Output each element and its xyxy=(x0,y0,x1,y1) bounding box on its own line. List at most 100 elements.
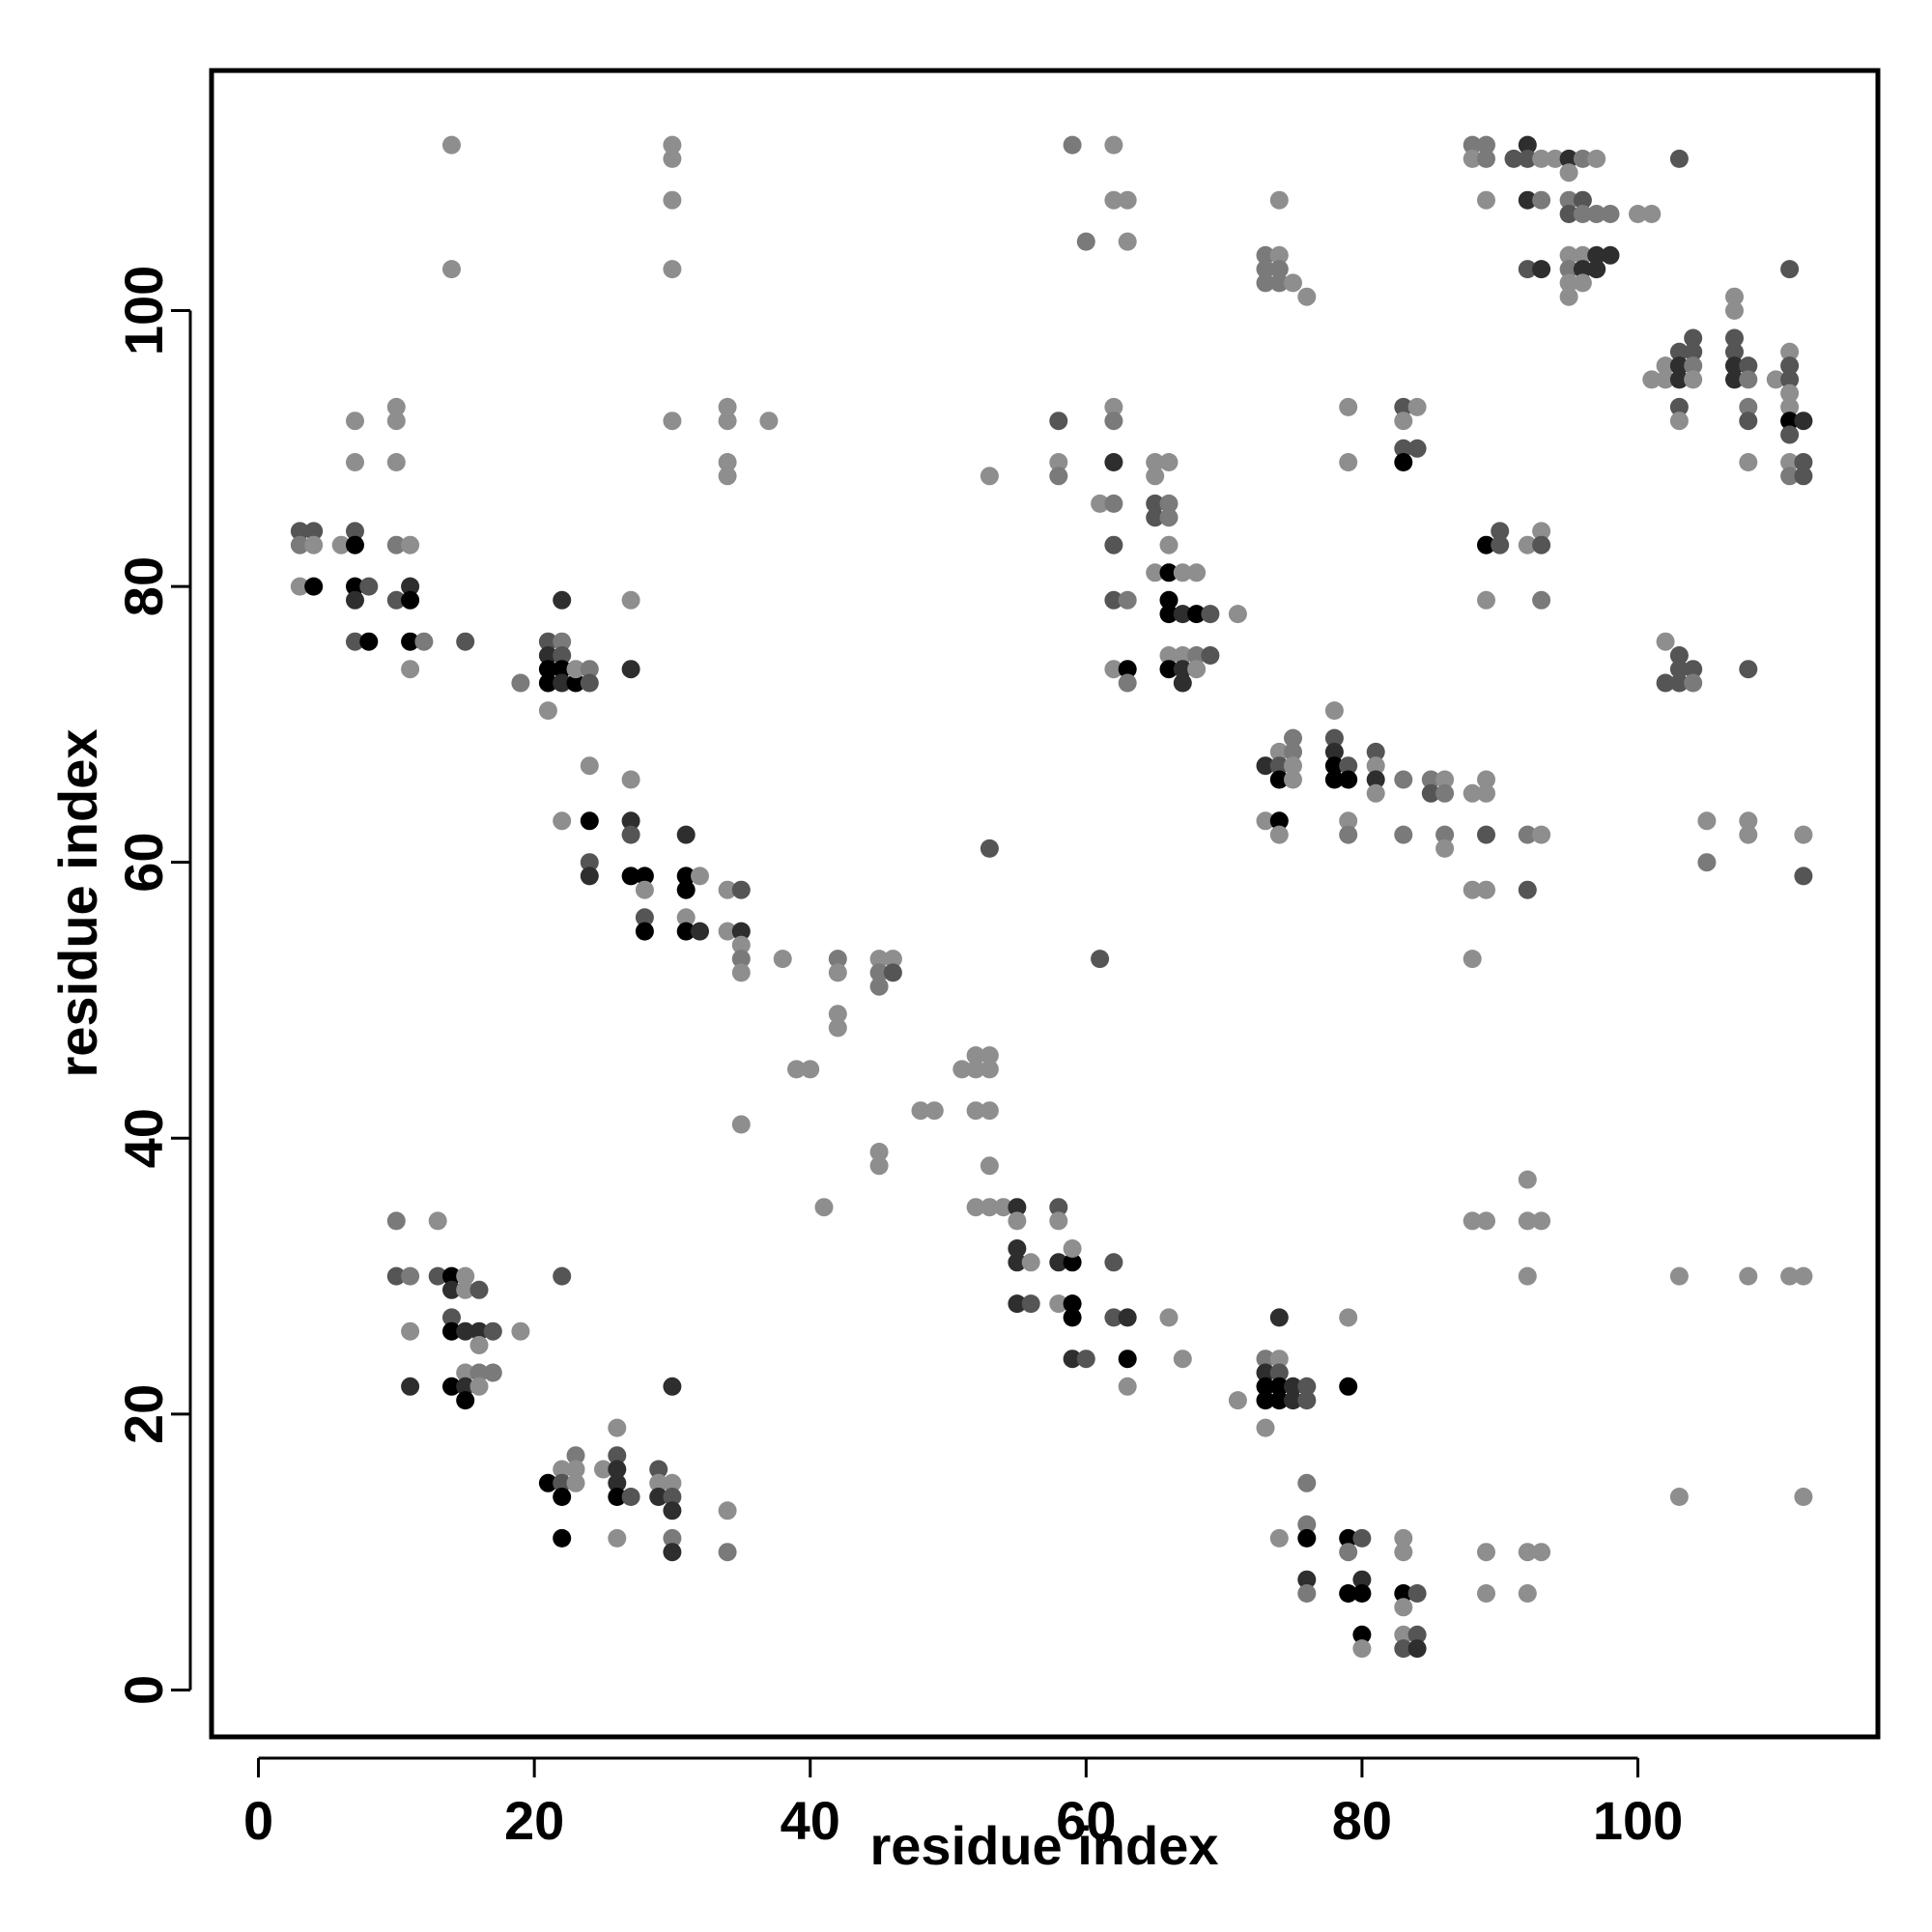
data-point xyxy=(869,950,889,969)
data-point xyxy=(980,467,999,486)
data-point xyxy=(1532,825,1551,844)
data-point xyxy=(869,1143,889,1161)
data-point xyxy=(1725,356,1744,376)
data-point xyxy=(1269,742,1289,761)
data-point xyxy=(718,453,737,471)
data-point xyxy=(1794,453,1813,471)
data-point xyxy=(566,1460,585,1479)
data-point xyxy=(1256,756,1275,776)
data-point xyxy=(1394,1598,1413,1617)
data-point xyxy=(1173,563,1192,582)
data-point xyxy=(1435,770,1455,789)
data-point xyxy=(511,673,530,693)
data-point xyxy=(1559,245,1578,265)
data-point xyxy=(1780,453,1800,471)
data-point xyxy=(869,1156,889,1176)
data-point xyxy=(553,1473,572,1492)
data-point xyxy=(1159,660,1179,679)
data-point xyxy=(1146,508,1165,527)
data-point xyxy=(621,825,640,844)
data-point xyxy=(911,1101,930,1121)
data-point xyxy=(828,1005,847,1024)
data-point xyxy=(1532,149,1551,168)
data-point xyxy=(1339,825,1358,844)
data-point xyxy=(1669,149,1689,168)
data-point xyxy=(1256,1391,1275,1410)
data-point xyxy=(1725,328,1744,348)
data-point xyxy=(1573,260,1592,279)
data-point xyxy=(1518,149,1537,168)
data-point xyxy=(1587,205,1606,223)
data-point xyxy=(359,632,379,651)
data-point xyxy=(980,1198,999,1217)
data-point xyxy=(1780,370,1800,389)
data-point xyxy=(649,1460,668,1479)
data-point xyxy=(553,632,572,651)
data-point xyxy=(1629,205,1647,223)
data-point xyxy=(1407,439,1427,458)
data-point xyxy=(1642,205,1662,223)
data-point xyxy=(1146,453,1165,471)
data-point xyxy=(1518,1211,1537,1231)
data-point xyxy=(1173,646,1192,665)
data-point xyxy=(1518,190,1537,210)
data-point xyxy=(663,1488,682,1506)
data-point xyxy=(1008,1294,1027,1314)
data-point xyxy=(1573,245,1592,265)
data-point xyxy=(1076,1350,1095,1369)
data-point xyxy=(1669,370,1689,389)
data-point xyxy=(1159,494,1179,513)
data-point xyxy=(676,880,696,899)
data-point xyxy=(442,135,461,155)
data-point xyxy=(980,1101,999,1121)
data-point xyxy=(1394,412,1413,431)
data-point xyxy=(538,673,557,693)
data-point xyxy=(1269,1308,1289,1327)
data-point xyxy=(346,577,364,596)
data-point xyxy=(1228,605,1247,624)
data-point xyxy=(1573,190,1592,210)
data-point xyxy=(553,590,572,610)
data-point xyxy=(1532,260,1551,279)
data-point xyxy=(1091,494,1110,513)
data-point xyxy=(1477,880,1495,899)
data-point xyxy=(1159,646,1179,665)
data-point xyxy=(1669,342,1689,361)
data-point xyxy=(1173,1350,1192,1369)
data-point xyxy=(346,453,364,471)
data-point xyxy=(1366,756,1385,776)
data-point xyxy=(386,1266,406,1286)
data-point xyxy=(1463,149,1482,168)
data-point xyxy=(538,646,557,665)
data-point xyxy=(1518,825,1537,844)
data-point xyxy=(553,1460,572,1479)
data-point xyxy=(1324,756,1344,776)
data-point xyxy=(1463,880,1482,899)
data-point xyxy=(1021,1253,1040,1272)
data-point xyxy=(1284,1391,1302,1410)
x-tick-label: 100 xyxy=(1593,1790,1683,1851)
data-point xyxy=(663,412,682,431)
data-point xyxy=(1324,770,1344,789)
data-point xyxy=(1780,356,1800,376)
data-point xyxy=(1297,1570,1317,1589)
data-point xyxy=(994,1198,1013,1217)
data-point xyxy=(663,1501,682,1520)
data-point xyxy=(1063,1239,1082,1258)
data-point xyxy=(386,535,406,554)
data-point xyxy=(1297,1528,1317,1548)
data-point xyxy=(1394,1639,1413,1659)
data-point xyxy=(718,880,737,899)
data-point xyxy=(1766,370,1785,389)
data-point xyxy=(1725,287,1744,306)
data-point xyxy=(386,453,406,471)
data-point xyxy=(828,1018,847,1037)
data-point xyxy=(1573,273,1592,293)
plot-frame xyxy=(209,68,1881,1740)
data-point xyxy=(553,646,572,665)
data-point xyxy=(1435,825,1455,844)
data-point xyxy=(1725,301,1744,320)
data-point xyxy=(718,467,737,486)
data-point xyxy=(1559,287,1578,306)
data-point xyxy=(1146,467,1165,486)
